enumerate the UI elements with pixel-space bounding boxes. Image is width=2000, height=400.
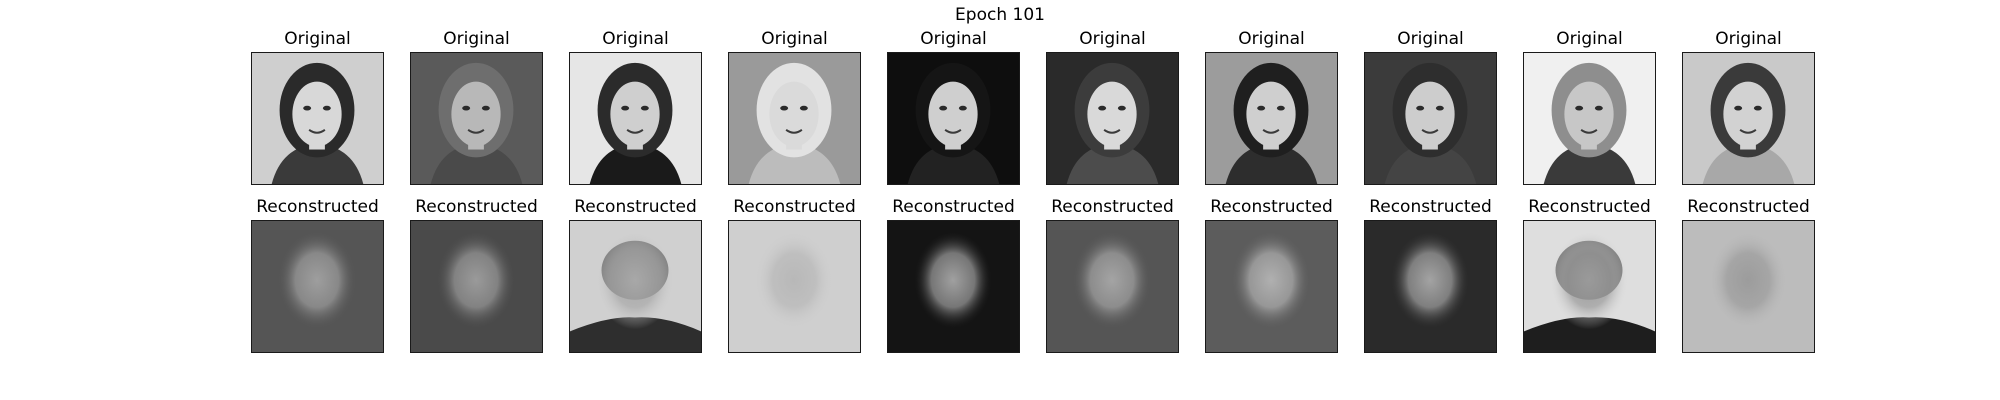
original-cell: Original — [251, 28, 384, 185]
original-title: Original — [1715, 29, 1782, 49]
reconstructed-face-graphic — [1683, 221, 1814, 352]
face-photo-graphic — [888, 53, 1019, 184]
original-cell: Original — [1682, 28, 1815, 185]
reconstructed-face-graphic — [729, 221, 860, 352]
original-face-image — [410, 52, 543, 185]
face-photo-graphic — [411, 53, 542, 184]
original-face-image — [1682, 52, 1815, 185]
original-title: Original — [602, 29, 669, 49]
reconstructed-title: Reconstructed — [892, 197, 1015, 217]
reconstructed-face-graphic — [252, 221, 383, 352]
face-photo-graphic — [1524, 53, 1655, 184]
reconstructed-face-graphic — [888, 221, 1019, 352]
reconstructed-cell: Reconstructed — [410, 196, 543, 353]
original-title: Original — [284, 29, 351, 49]
reconstructed-face-graphic — [1206, 221, 1337, 352]
reconstructed-cell: Reconstructed — [887, 196, 1020, 353]
face-photo-graphic — [729, 53, 860, 184]
original-face-image — [728, 52, 861, 185]
reconstructed-title: Reconstructed — [415, 197, 538, 217]
reconstructed-title: Reconstructed — [1528, 197, 1651, 217]
original-title: Original — [443, 29, 510, 49]
face-photo-graphic — [1047, 53, 1178, 184]
reconstructed-title: Reconstructed — [1369, 197, 1492, 217]
reconstructed-face-graphic — [411, 221, 542, 352]
reconstructed-cell: Reconstructed — [1046, 196, 1179, 353]
original-face-image — [1046, 52, 1179, 185]
reconstructed-face-image — [1364, 220, 1497, 353]
face-photo-graphic — [1365, 53, 1496, 184]
original-cell: Original — [728, 28, 861, 185]
reconstructed-face-image — [887, 220, 1020, 353]
original-cell: Original — [1523, 28, 1656, 185]
original-title: Original — [920, 29, 987, 49]
reconstructed-face-image — [569, 220, 702, 353]
original-title: Original — [1079, 29, 1146, 49]
reconstructed-face-image — [410, 220, 543, 353]
original-title: Original — [761, 29, 828, 49]
reconstructed-title: Reconstructed — [1051, 197, 1174, 217]
reconstructed-cell: Reconstructed — [728, 196, 861, 353]
reconstructed-face-graphic — [570, 221, 701, 352]
figure-title: Epoch 101 — [955, 5, 1045, 25]
original-title: Original — [1556, 29, 1623, 49]
original-cell: Original — [410, 28, 543, 185]
original-row: Original Original Original Original Orig… — [0, 28, 2000, 188]
original-cell: Original — [887, 28, 1020, 185]
reconstructed-title: Reconstructed — [1687, 197, 1810, 217]
reconstructed-cell: Reconstructed — [1523, 196, 1656, 353]
original-face-image — [887, 52, 1020, 185]
reconstructed-face-graphic — [1047, 221, 1178, 352]
original-cell: Original — [1046, 28, 1179, 185]
original-title: Original — [1238, 29, 1305, 49]
reconstructed-cell: Reconstructed — [251, 196, 384, 353]
reconstructed-face-image — [1046, 220, 1179, 353]
reconstructed-title: Reconstructed — [256, 197, 379, 217]
original-face-image — [251, 52, 384, 185]
reconstructed-cell: Reconstructed — [1205, 196, 1338, 353]
reconstructed-cell: Reconstructed — [1364, 196, 1497, 353]
reconstructed-row: Reconstructed Reconstructed Reconstructe… — [0, 196, 2000, 356]
reconstructed-title: Reconstructed — [574, 197, 697, 217]
reconstructed-face-graphic — [1365, 221, 1496, 352]
face-photo-graphic — [570, 53, 701, 184]
original-cell: Original — [1205, 28, 1338, 185]
original-face-image — [1523, 52, 1656, 185]
original-face-image — [1364, 52, 1497, 185]
face-photo-graphic — [1206, 53, 1337, 184]
reconstructed-face-image — [251, 220, 384, 353]
reconstructed-face-image — [728, 220, 861, 353]
face-photo-graphic — [252, 53, 383, 184]
reconstructed-cell: Reconstructed — [1682, 196, 1815, 353]
original-title: Original — [1397, 29, 1464, 49]
original-face-image — [569, 52, 702, 185]
reconstructed-face-image — [1205, 220, 1338, 353]
reconstructed-title: Reconstructed — [1210, 197, 1333, 217]
face-photo-graphic — [1683, 53, 1814, 184]
original-cell: Original — [1364, 28, 1497, 185]
reconstructed-title: Reconstructed — [733, 197, 856, 217]
original-face-image — [1205, 52, 1338, 185]
reconstructed-face-image — [1523, 220, 1656, 353]
reconstructed-cell: Reconstructed — [569, 196, 702, 353]
reconstructed-face-graphic — [1524, 221, 1655, 352]
reconstructed-face-image — [1682, 220, 1815, 353]
original-cell: Original — [569, 28, 702, 185]
